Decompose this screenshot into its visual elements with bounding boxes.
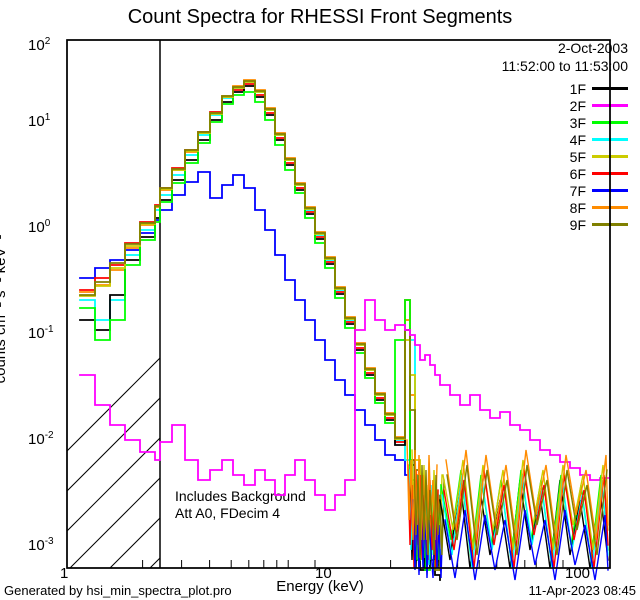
chart-root: Count Spectra for RHESSI Front Segments …: [0, 0, 640, 600]
curve-8f: [80, 80, 440, 570]
curve-6f: [80, 84, 440, 568]
curve-4f: [80, 82, 440, 565]
curve-7f: [80, 172, 410, 480]
plot-border-top: [67, 40, 610, 568]
curve-3f: [80, 92, 440, 570]
spectra-plot-svg: [0, 0, 640, 600]
plot-border: [67, 40, 610, 568]
curve-1f: [80, 86, 440, 580]
curve-5f: [80, 82, 440, 565]
spectra-curves-group: [80, 80, 608, 580]
x-minor-ticks: [67, 560, 610, 568]
noise-spikes-group: [407, 440, 608, 580]
curve-9f: [80, 81, 440, 570]
